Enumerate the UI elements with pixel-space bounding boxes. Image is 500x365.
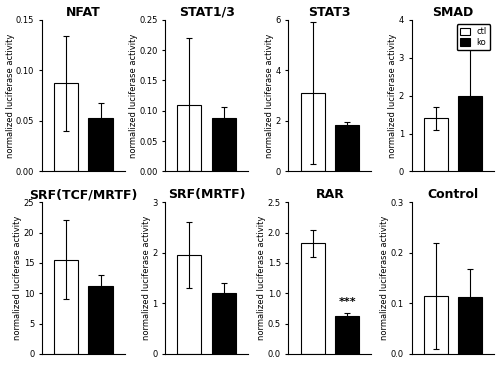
Y-axis label: normalized luciferase activity: normalized luciferase activity (258, 216, 266, 340)
Bar (300, 243, 324, 354)
Title: SMAD: SMAD (432, 5, 474, 19)
Y-axis label: normalized luciferase activity: normalized luciferase activity (6, 33, 15, 158)
Title: Control: Control (428, 188, 478, 201)
Title: SRF(MRTF): SRF(MRTF) (168, 188, 246, 201)
Bar (424, 296, 448, 354)
Title: NFAT: NFAT (66, 5, 100, 19)
Bar (54, 84, 78, 172)
Y-axis label: normalized luciferase activity: normalized luciferase activity (142, 216, 151, 340)
Bar (88, 118, 112, 172)
Y-axis label: normalized luciferase activity: normalized luciferase activity (380, 216, 390, 340)
Title: SRF(TCF/MRTF): SRF(TCF/MRTF) (29, 188, 138, 201)
Legend: ctl, ko: ctl, ko (456, 24, 490, 50)
Y-axis label: normalized luciferase activity: normalized luciferase activity (265, 33, 274, 158)
Y-axis label: normalized luciferase activity: normalized luciferase activity (14, 216, 22, 340)
Y-axis label: normalized luciferase activity: normalized luciferase activity (388, 33, 398, 158)
Bar (424, 118, 448, 172)
Title: STAT3: STAT3 (308, 5, 351, 19)
Bar (54, 260, 78, 354)
Bar (458, 297, 482, 354)
Bar (335, 125, 359, 172)
Bar (212, 118, 236, 172)
Bar (212, 293, 236, 354)
Text: ***: *** (338, 297, 356, 307)
Title: RAR: RAR (316, 188, 344, 201)
Bar (178, 255, 202, 354)
Y-axis label: normalized luciferase activity: normalized luciferase activity (129, 33, 138, 158)
Bar (88, 286, 112, 354)
Bar (300, 93, 324, 172)
Bar (458, 96, 482, 172)
Bar (335, 316, 359, 354)
Title: STAT1/3: STAT1/3 (178, 5, 234, 19)
Bar (178, 105, 202, 172)
